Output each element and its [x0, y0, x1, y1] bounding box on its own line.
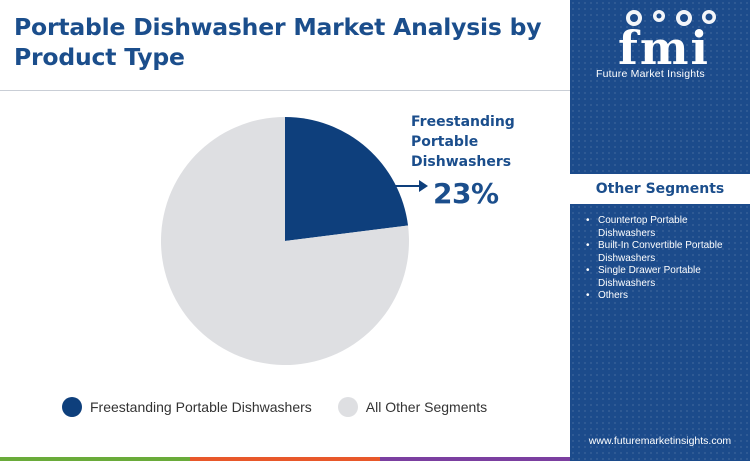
title-divider: [0, 90, 570, 91]
chart-title: Portable Dishwasher Market Analysis by P…: [14, 13, 542, 71]
legend-item-other: All Other Segments: [337, 397, 488, 417]
legend-swatch-freestanding: [62, 397, 82, 417]
callout-value: 23%: [433, 177, 499, 210]
pie-slices: [160, 117, 409, 365]
segment-item: Others: [584, 290, 744, 303]
pie-chart: [160, 117, 428, 365]
other-segments-list: Countertop Portable Dishwashers Built-In…: [584, 215, 744, 303]
fmi-logo: fmi: [618, 10, 716, 75]
segment-item: Built-In Convertible Portable Dishwasher…: [584, 240, 744, 265]
legend-swatch-other: [337, 397, 358, 417]
legend-label-freestanding: Freestanding Portable Dishwashers: [90, 399, 312, 415]
pie-slice-other-segments: [160, 117, 409, 365]
callout-label: Freestanding Portable Dishwashers: [411, 114, 515, 170]
website-url: www.futuremarketinsights.com: [588, 435, 732, 447]
bottom-color-bar: [0, 457, 570, 461]
legend-label-other: All Other Segments: [365, 399, 488, 415]
segment-item: Countertop Portable Dishwashers: [584, 215, 744, 240]
sidebar: fmi Future Market Insights Other Segment…: [570, 0, 750, 461]
logo-subtitle: Future Market Insights: [596, 68, 705, 80]
segment-item: Single Drawer Portable Dishwashers: [584, 265, 744, 290]
pie-slice-freestanding: [285, 117, 409, 241]
svg-text:fmi: fmi: [618, 21, 710, 75]
legend-item-freestanding: Freestanding Portable Dishwashers: [62, 397, 312, 417]
chart-legend: Freestanding Portable Dishwashers All Ot…: [62, 396, 513, 418]
other-segments-title: Other Segments: [570, 174, 750, 204]
callout-arrow: [394, 180, 428, 192]
